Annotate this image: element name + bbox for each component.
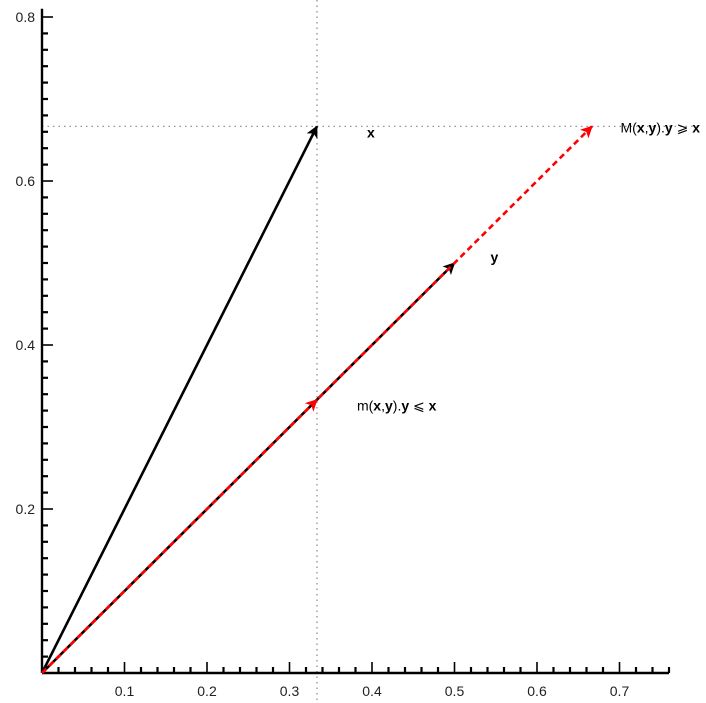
tick-labels: 0.1 0.2 0.3 0.4 0.5 0.6 0.7 0.2 0.4 0.6 0.8: [16, 9, 630, 699]
y-tick-label: 0.4: [16, 337, 36, 353]
x-tick-label: 0.3: [280, 683, 300, 699]
label-M-projection: M(x,y).y ⩾ x: [621, 119, 701, 135]
y-tick-label: 0.6: [16, 173, 36, 189]
guide-lines: [42, 0, 700, 700]
y-tick-label: 0.8: [16, 9, 36, 25]
ticks: [42, 16, 671, 673]
vector-labels: x y m(x,y).y ⩽ x M(x,y).y ⩾ x: [357, 119, 700, 413]
x-tick-label: 0.4: [362, 683, 382, 699]
vector-x: [40, 125, 319, 674]
x-tick-label: 0.7: [610, 683, 630, 699]
label-x: x: [367, 124, 375, 140]
x-tick-label: 0.6: [527, 683, 547, 699]
label-m-projection: m(x,y).y ⩽ x: [357, 398, 437, 414]
label-y: y: [491, 249, 499, 265]
axes: [40, 8, 669, 675]
x-tick-label: 0.1: [115, 683, 135, 699]
y-tick-label: 0.2: [16, 501, 36, 517]
x-tick-label: 0.5: [445, 683, 465, 699]
vectors: [40, 125, 593, 674]
x-tick-label: 0.2: [197, 683, 217, 699]
